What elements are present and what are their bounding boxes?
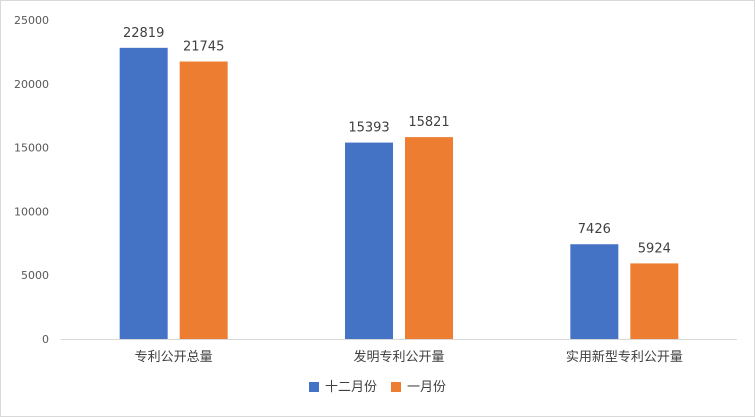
data-label: 21745 (183, 40, 224, 55)
y-tick-label: 20000 (14, 78, 49, 91)
bar-january (630, 263, 679, 339)
category-label: 发明专利公开量 (353, 349, 444, 365)
y-tick-label: 15000 (14, 142, 49, 155)
legend-label: 十二月份 (325, 380, 377, 395)
data-label: 15821 (408, 115, 449, 130)
bar-december (345, 142, 393, 339)
y-tick-label: 25000 (14, 14, 49, 27)
y-tick-label: 10000 (14, 205, 49, 218)
y-tick-label: 5000 (21, 269, 49, 282)
y-tick-label: 0 (42, 333, 49, 346)
bar-january (405, 137, 453, 339)
data-label: 7426 (578, 222, 611, 237)
bar-december (570, 244, 619, 339)
legend-swatch-january (391, 382, 401, 392)
category-label: 专利公开总量 (135, 350, 213, 365)
data-label: 15393 (348, 121, 389, 136)
data-label: 22819 (123, 26, 164, 41)
category-label: 实用新型专利公开量 (566, 349, 683, 365)
bar-january (179, 61, 228, 339)
data-label: 5924 (638, 241, 671, 256)
legend-swatch-december (309, 382, 319, 392)
bar-december (119, 47, 168, 339)
legend-label: 一月份 (407, 380, 446, 395)
